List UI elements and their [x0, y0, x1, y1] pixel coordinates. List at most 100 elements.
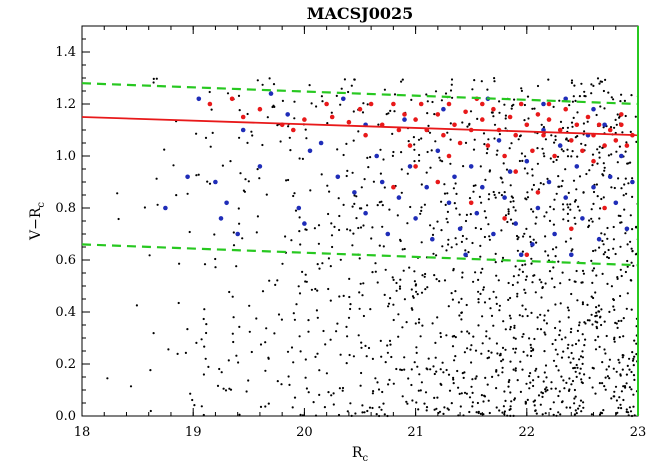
black-data-point — [548, 219, 552, 222]
black-data-point — [401, 326, 404, 329]
black-data-point — [392, 318, 395, 322]
black-data-point — [464, 249, 467, 252]
black-data-point — [619, 100, 622, 103]
black-data-point — [507, 385, 510, 388]
black-data-point — [544, 390, 547, 393]
black-data-point — [544, 282, 547, 285]
black-data-point — [318, 267, 321, 270]
black-data-point — [403, 368, 406, 371]
black-data-point — [539, 403, 542, 406]
red-data-point — [357, 106, 363, 112]
black-data-point — [195, 174, 198, 177]
black-data-point — [590, 413, 594, 416]
black-data-point — [551, 248, 555, 251]
black-data-point — [259, 405, 263, 408]
black-data-point — [493, 80, 496, 83]
black-data-point — [246, 141, 249, 144]
black-data-point — [451, 335, 454, 338]
black-data-point — [184, 351, 187, 354]
black-data-point — [214, 266, 217, 269]
black-data-point — [595, 311, 598, 314]
black-data-point — [630, 247, 633, 250]
black-data-point — [509, 405, 512, 408]
black-data-point — [483, 143, 486, 146]
black-data-point — [504, 117, 507, 120]
black-data-point — [280, 383, 283, 386]
black-data-point — [479, 227, 483, 231]
black-data-point — [580, 410, 583, 413]
black-data-point — [452, 382, 455, 385]
black-data-point — [522, 333, 525, 336]
black-data-point — [590, 208, 593, 211]
black-data-point — [163, 148, 166, 151]
black-data-point — [464, 219, 468, 223]
blue-data-point — [441, 106, 446, 112]
black-data-point — [338, 387, 341, 390]
black-data-point — [622, 194, 625, 197]
black-data-point — [559, 413, 562, 416]
black-data-point — [456, 369, 459, 373]
black-data-point — [389, 109, 392, 112]
black-data-point — [627, 411, 630, 414]
black-data-point — [518, 268, 521, 271]
black-data-point — [415, 290, 418, 293]
black-data-point — [443, 406, 446, 409]
black-data-point — [534, 369, 537, 372]
black-data-point — [428, 131, 432, 134]
blue-data-point — [341, 96, 346, 102]
black-data-point — [629, 240, 632, 243]
black-data-point — [635, 225, 638, 228]
black-data-point — [606, 375, 610, 378]
black-data-point — [371, 392, 374, 395]
black-data-point — [321, 100, 324, 103]
blue-data-point — [374, 153, 380, 159]
black-data-point — [361, 111, 365, 114]
black-data-point — [537, 375, 540, 378]
black-data-point — [486, 383, 489, 386]
black-data-point — [630, 414, 634, 418]
black-data-point — [457, 301, 460, 304]
black-data-point — [582, 406, 585, 409]
black-data-point — [495, 296, 498, 299]
black-data-point — [617, 358, 620, 361]
black-data-point — [591, 323, 594, 326]
black-data-point — [552, 105, 555, 108]
black-data-point — [498, 100, 501, 103]
black-data-point — [616, 277, 619, 280]
black-data-point — [574, 99, 577, 102]
black-data-point — [447, 305, 450, 308]
chart-title: MACSJ0025 — [307, 4, 414, 23]
black-data-point — [348, 277, 351, 280]
black-data-point — [353, 194, 356, 197]
black-data-point — [268, 279, 271, 282]
black-data-point — [265, 327, 268, 330]
black-data-point — [488, 235, 491, 238]
black-data-point — [573, 216, 576, 219]
black-data-point — [487, 138, 490, 141]
red-data-point — [324, 101, 329, 107]
black-data-point — [480, 201, 483, 204]
black-data-point — [613, 336, 616, 339]
black-data-point — [345, 325, 348, 328]
black-data-point — [346, 169, 349, 172]
black-data-point — [571, 150, 574, 153]
black-data-point — [251, 134, 254, 137]
black-data-point — [612, 238, 616, 241]
black-data-point — [625, 373, 629, 376]
black-data-point — [207, 365, 210, 368]
black-data-point — [595, 306, 598, 309]
black-data-point — [509, 414, 512, 417]
black-data-point — [308, 84, 311, 87]
black-data-point — [483, 395, 487, 398]
black-data-point — [317, 224, 321, 227]
blue-data-point — [630, 179, 635, 185]
black-data-point — [245, 390, 248, 393]
black-data-point — [514, 369, 517, 372]
black-data-point — [547, 78, 550, 81]
black-data-point — [313, 227, 316, 230]
black-data-point — [411, 399, 414, 402]
black-data-point — [238, 136, 241, 139]
black-data-point — [279, 140, 282, 143]
black-data-point — [387, 302, 391, 305]
black-data-point — [438, 156, 441, 159]
